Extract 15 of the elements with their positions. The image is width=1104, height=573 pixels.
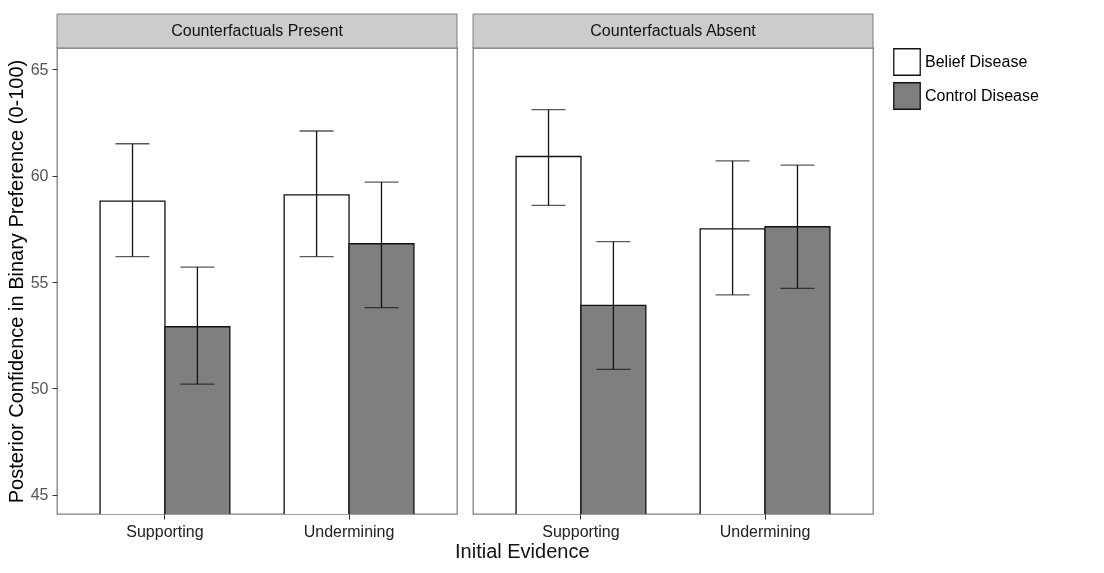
y-axis-title: Posterior Confidence in Binary Preference (0-100) [4,59,27,504]
chart-title: Counterfactuals Present [171,22,344,39]
y-tick-label: 45 [30,486,49,504]
x-tick-label: Undermining [719,522,811,540]
x-tick-label: Supporting [126,522,204,540]
legend-label: Control Disease [925,87,1039,104]
x-tick-label: Undermining [303,522,395,540]
y-tick-label: 65 [30,60,49,78]
y-tick-label: 55 [30,273,49,291]
chart-title: Counterfactuals Absent [590,22,757,39]
x-tick-label: Supporting [542,522,620,540]
legend-label: Belief Disease [925,53,1028,70]
x-axis-title: Initial Evidence [455,539,590,562]
y-tick-label: 60 [30,167,49,185]
y-tick-label: 50 [30,379,49,397]
